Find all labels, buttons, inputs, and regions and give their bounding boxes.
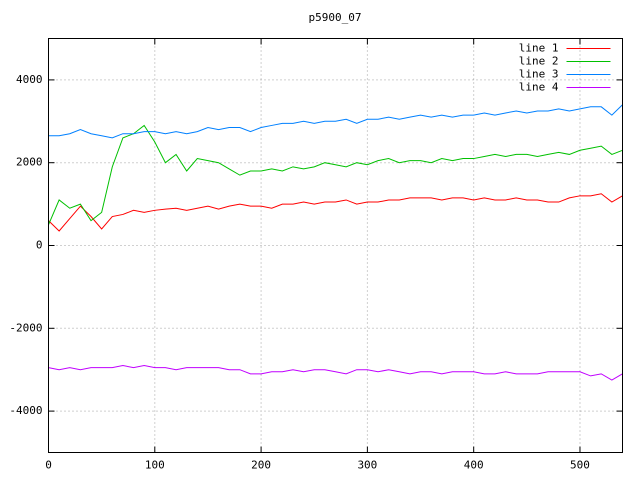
legend-label: line 4 [519,81,559,94]
y-tick-label: 2000 [16,156,43,169]
legend-label: line 2 [519,55,559,68]
plot-border [48,38,623,453]
y-tick-label: -4000 [9,404,42,417]
legend-label: line 3 [519,68,559,81]
data-line [48,104,623,139]
data-line [48,124,623,225]
y-tick-label: 0 [36,239,43,252]
legend-label: line 1 [519,42,559,55]
x-tick-label: 0 [45,459,52,472]
y-tick-label: 4000 [16,73,43,86]
x-tick-label: 200 [251,459,271,472]
x-tick-label: 100 [145,459,165,472]
data-line [48,365,623,381]
x-tick-label: 300 [357,459,377,472]
data-line [48,193,623,232]
y-tick-label: -2000 [9,321,42,334]
chart-title: p5900_07 [309,11,362,24]
x-tick-label: 500 [570,459,590,472]
x-tick-label: 400 [464,459,484,472]
